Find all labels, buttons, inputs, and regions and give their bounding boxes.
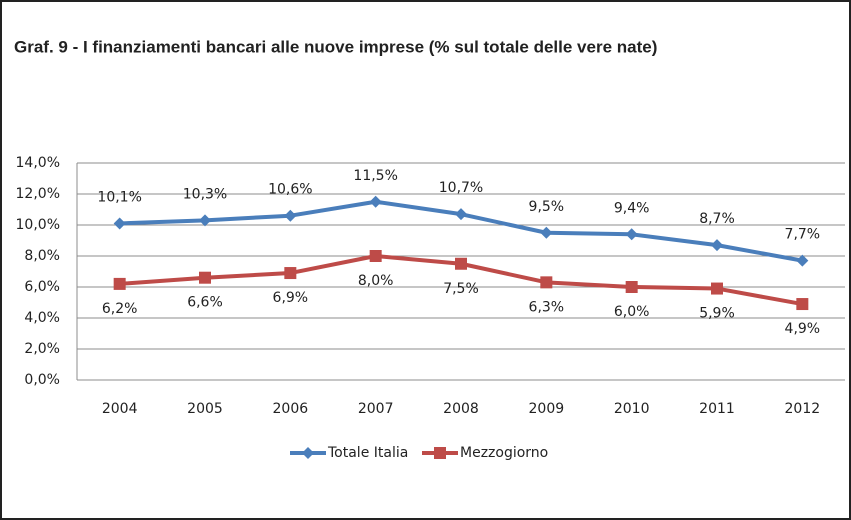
x-tick-label: 2006: [273, 401, 309, 417]
data-label: 6,0%: [614, 304, 650, 320]
y-tick-label: 2,0%: [24, 341, 60, 357]
marker: [369, 195, 382, 208]
data-label: 6,6%: [187, 295, 223, 311]
x-tick-label: 2007: [358, 401, 394, 417]
data-label: 11,5%: [353, 168, 397, 184]
marker: [199, 214, 211, 227]
x-tick-label: 2008: [443, 401, 479, 417]
legend-label: Totale Italia: [327, 445, 408, 461]
chart-title: Graf. 9 - I finanziamenti bancari alle n…: [14, 37, 657, 56]
legend-marker: [434, 447, 446, 459]
x-tick-label: 2011: [699, 401, 735, 417]
data-label: 7,5%: [443, 281, 479, 297]
x-tick-label: 2004: [102, 401, 138, 417]
marker: [455, 208, 467, 221]
y-tick-label: 12,0%: [16, 186, 60, 202]
x-tick-label: 2009: [529, 401, 565, 417]
y-tick-label: 10,0%: [16, 217, 60, 233]
marker: [711, 282, 723, 295]
marker: [625, 281, 638, 293]
data-label: 8,0%: [358, 273, 394, 289]
legend-marker: [302, 447, 314, 459]
data-label: 7,7%: [785, 227, 821, 243]
data-label: 6,9%: [273, 290, 309, 306]
data-label: 10,7%: [439, 180, 483, 196]
marker: [113, 277, 126, 290]
marker: [284, 267, 297, 280]
x-tick-label: 2010: [614, 401, 650, 417]
y-tick-label: 6,0%: [24, 279, 60, 295]
data-label: 9,4%: [614, 200, 650, 216]
y-tick-label: 4,0%: [24, 310, 60, 326]
marker: [369, 250, 382, 262]
data-label: 9,5%: [529, 199, 565, 215]
y-tick-label: 8,0%: [24, 248, 60, 264]
marker: [113, 217, 126, 230]
marker: [540, 276, 553, 289]
marker: [625, 228, 638, 241]
x-tick-label: 2012: [785, 401, 821, 417]
data-label: 8,7%: [699, 211, 735, 227]
marker: [284, 209, 297, 222]
data-label: 6,2%: [102, 301, 138, 317]
marker: [711, 239, 723, 252]
y-tick-label: 0,0%: [24, 372, 60, 388]
marker: [455, 257, 467, 270]
data-label: 6,3%: [529, 299, 565, 315]
legend-label: Mezzogiorno: [460, 445, 548, 461]
x-tick-label: 2005: [187, 401, 223, 417]
marker: [796, 298, 809, 311]
data-label: 10,1%: [97, 189, 141, 205]
data-label: 10,6%: [268, 182, 312, 198]
data-label: 10,3%: [183, 186, 227, 202]
data-label: 5,9%: [699, 306, 735, 322]
marker: [796, 254, 809, 267]
data-label: 4,9%: [785, 321, 821, 337]
y-tick-label: 14,0%: [16, 155, 60, 171]
marker: [199, 271, 211, 284]
marker: [540, 226, 553, 239]
